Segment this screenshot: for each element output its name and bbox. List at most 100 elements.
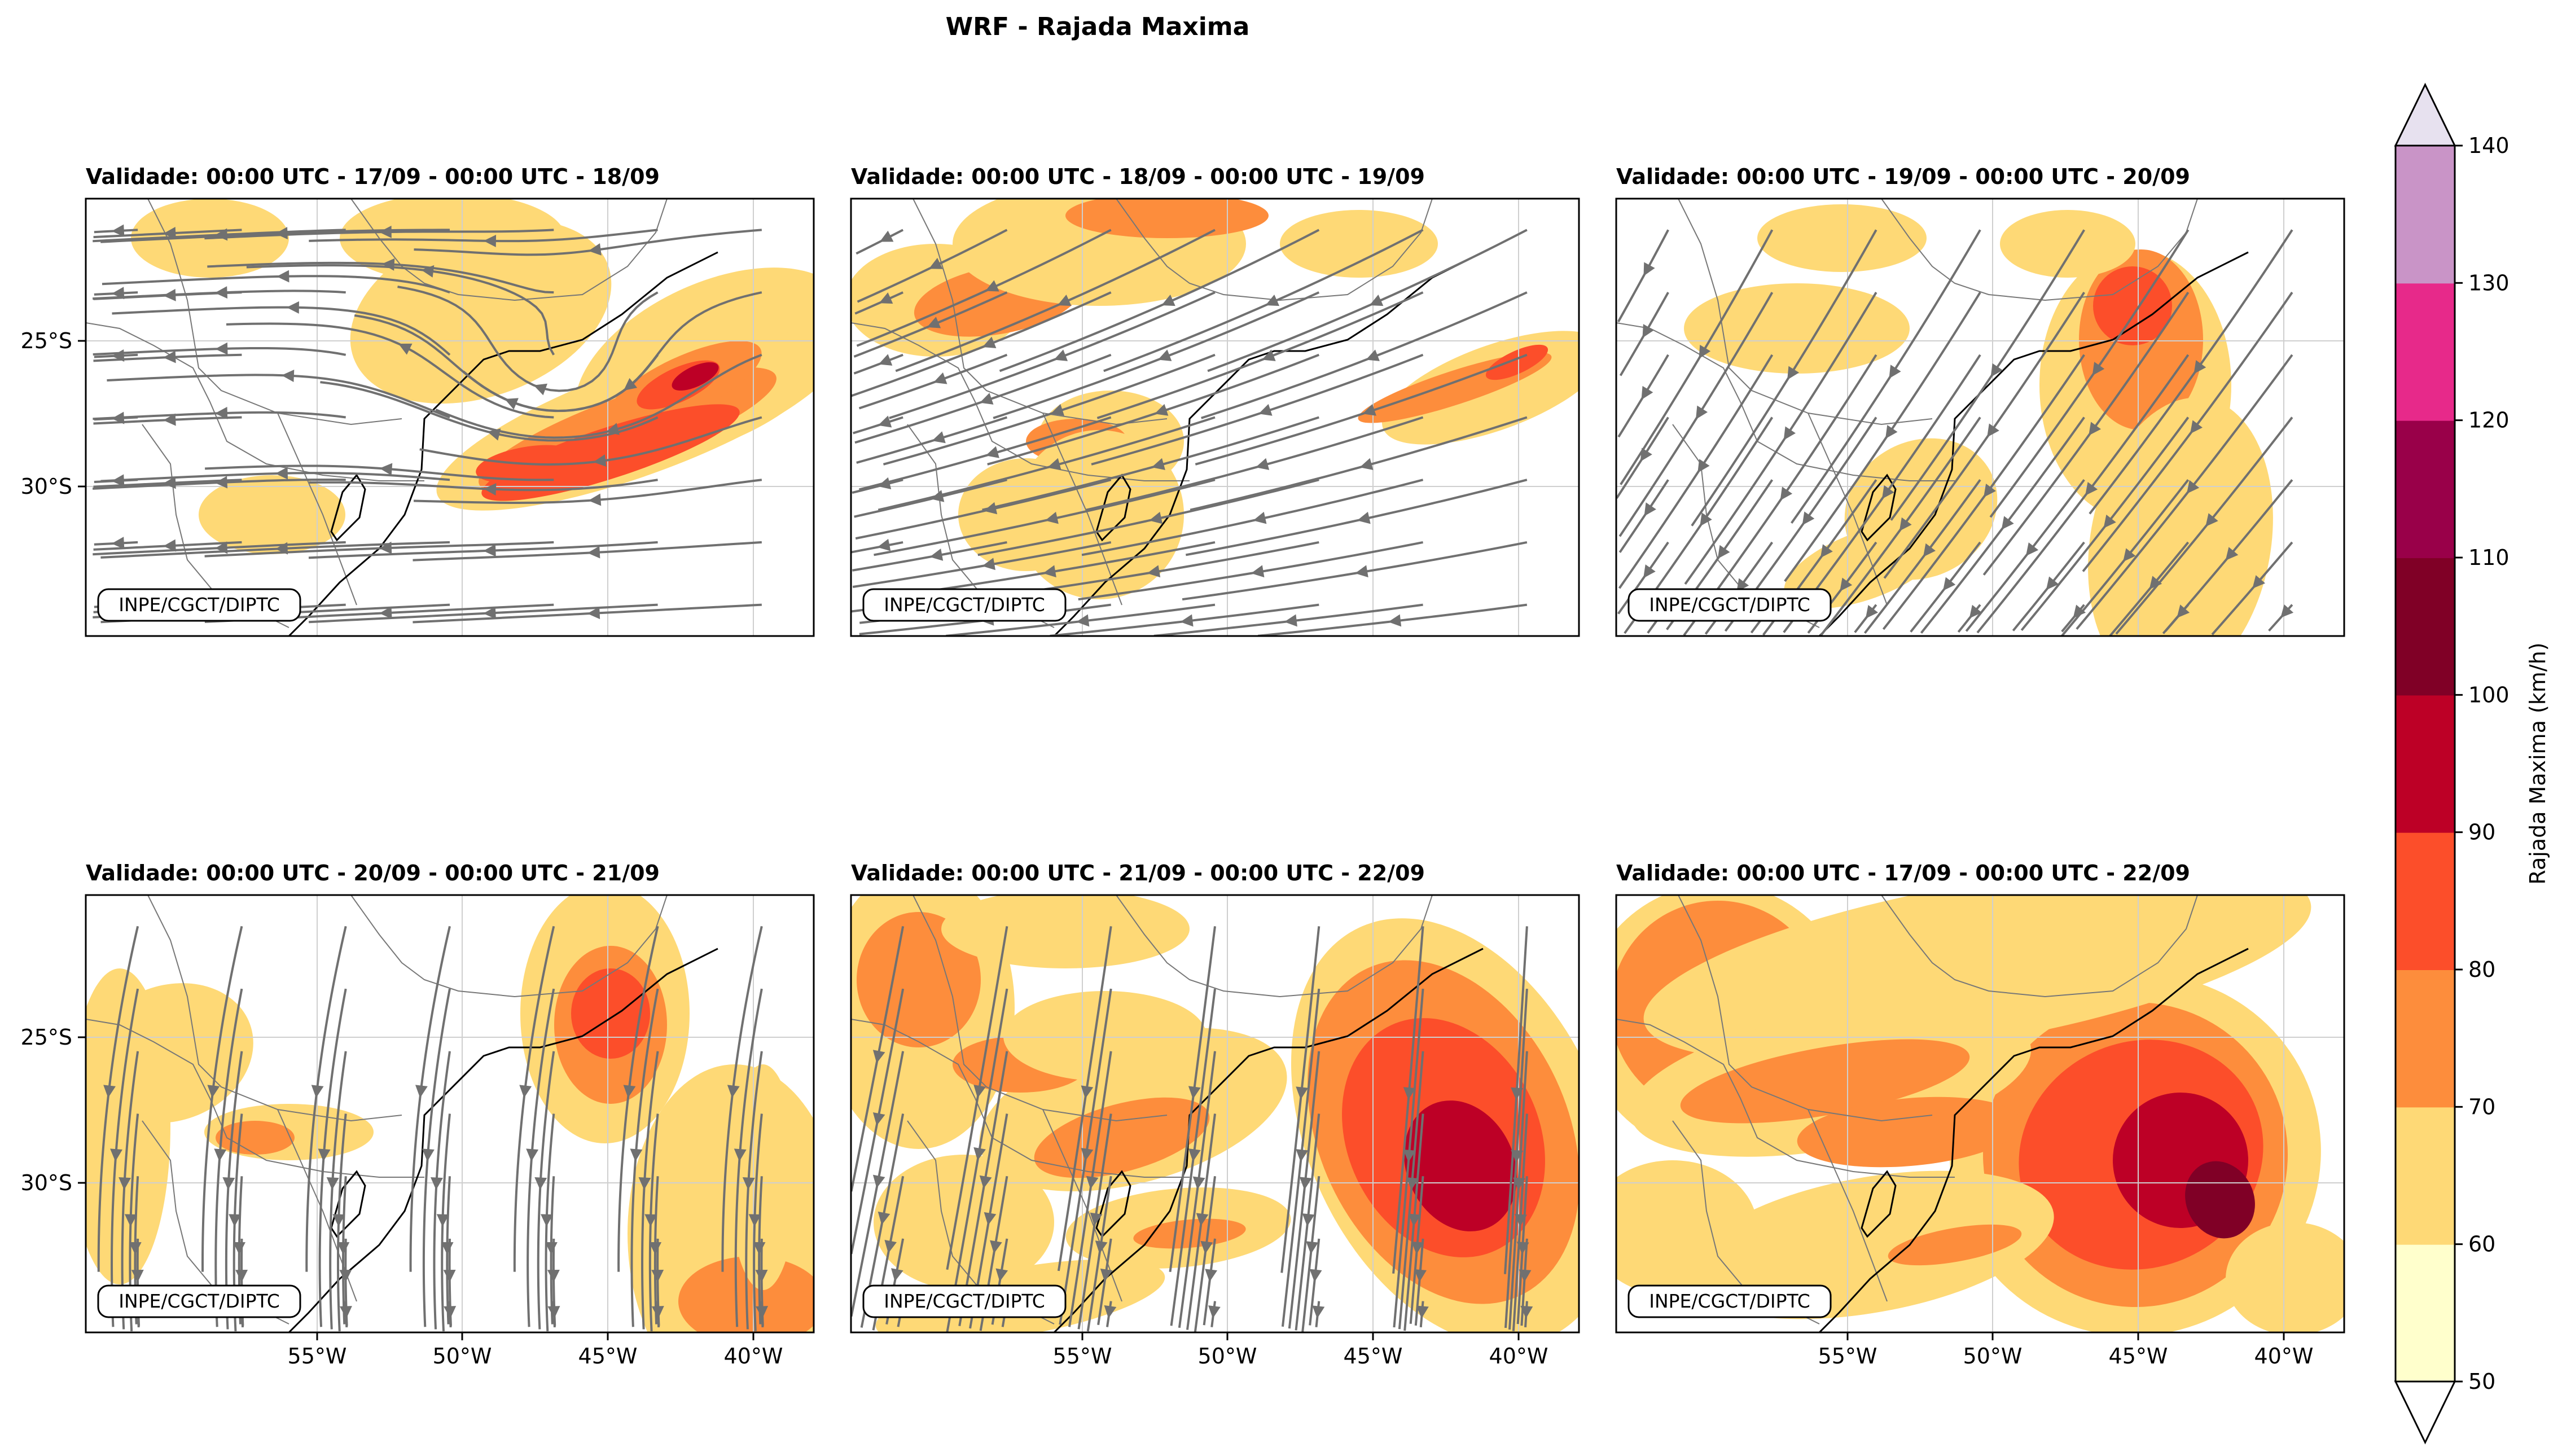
state-border <box>350 199 668 301</box>
streamline <box>946 926 1008 1270</box>
streamline <box>537 1051 555 1330</box>
streamline <box>1617 229 1669 323</box>
streamline-arrow <box>623 1085 636 1098</box>
streamline <box>204 229 554 240</box>
streamline-arrow <box>1161 294 1175 306</box>
gust-contour <box>199 475 345 554</box>
map-panel: Validade: 00:00 UTC - 18/09 - 00:00 UTC … <box>850 164 1580 637</box>
streamline-arrow <box>979 1175 992 1189</box>
streamline-arrow <box>110 1148 123 1162</box>
streamline <box>858 353 1008 410</box>
gust-contour <box>1616 1160 1757 1296</box>
streamline <box>1784 292 1981 582</box>
colorbar-segment <box>2396 283 2455 421</box>
state-border <box>86 322 424 481</box>
streamline-arrow <box>879 230 894 242</box>
streamline-arrow <box>339 1270 352 1283</box>
streamline <box>2109 541 2190 636</box>
streamline <box>889 291 1216 419</box>
streamline-arrow <box>1885 425 1898 439</box>
streamline-arrow <box>379 225 392 238</box>
state-border <box>147 895 402 1122</box>
streamline-arrow <box>630 1148 643 1162</box>
streamline <box>246 264 555 356</box>
colorbar-segment <box>2396 970 2455 1108</box>
streamlines <box>93 224 762 624</box>
streamline-arrow <box>1104 1305 1117 1319</box>
gust-contour <box>1757 204 1927 272</box>
state-border <box>1616 322 1955 481</box>
watermark-text: INPE/CGCT/DIPTC <box>119 1290 280 1312</box>
streamline-arrow <box>756 1306 769 1319</box>
streamline <box>1618 354 1774 589</box>
streamline-arrow <box>214 406 228 419</box>
streamline <box>856 229 1112 347</box>
lagoon <box>330 473 366 542</box>
streamline-arrow <box>124 1214 137 1227</box>
gust-contour <box>1065 199 1269 238</box>
state-border <box>913 199 1168 426</box>
streamline-arrow <box>872 1174 885 1189</box>
state-border <box>1881 895 2198 998</box>
streamline-arrow <box>229 1214 242 1227</box>
panel-frame <box>850 198 1580 637</box>
streamline-arrow <box>1641 385 1653 400</box>
gust-contour <box>672 362 719 391</box>
panel-frame <box>85 198 815 637</box>
streamline-arrow <box>1100 1268 1113 1282</box>
streamline-arrow <box>1780 486 1793 501</box>
streamline-arrow <box>443 1270 456 1283</box>
streamline-arrow <box>2205 513 2218 527</box>
streamline-arrow <box>980 393 994 405</box>
streamline-arrow <box>1081 1148 1094 1161</box>
panel-frame <box>85 894 815 1334</box>
streamline-arrow <box>1640 448 1652 462</box>
streamline-arrow <box>163 350 176 363</box>
streamline <box>121 1051 139 1330</box>
streamline-arrow <box>103 1085 116 1098</box>
streamline-arrow <box>1787 366 1800 380</box>
streamline-arrow <box>1200 1240 1213 1255</box>
y-tick-label: 25°S <box>21 1025 72 1050</box>
streamline-arrow <box>2046 576 2059 590</box>
streamline-arrow <box>2073 604 2086 619</box>
streamline-arrow <box>483 483 497 496</box>
streamline <box>1178 1051 1216 1328</box>
streamline <box>226 322 554 419</box>
watermark: INPE/CGCT/DIPTC <box>1627 588 1832 622</box>
streamline-arrow <box>275 227 288 240</box>
streamline-arrow <box>398 343 413 355</box>
streamline-arrow <box>2186 480 2200 494</box>
y-tick-label: 30°S <box>21 474 72 499</box>
gust-contour <box>1888 1224 2022 1266</box>
coastline <box>288 251 718 636</box>
streamline-arrow <box>2252 575 2266 589</box>
streamline-arrow <box>1147 565 1161 578</box>
streamline-arrow <box>878 415 892 428</box>
watermark: INPE/CGCT/DIPTC <box>862 1284 1067 1318</box>
streamline-arrow <box>1296 1086 1309 1100</box>
x-tick-label: 45°W <box>578 1344 638 1369</box>
x-tick-label: 55°W <box>1053 1344 1112 1369</box>
streamline-arrow <box>2194 360 2206 374</box>
streamline <box>858 416 1112 491</box>
streamline-arrow <box>1180 614 1194 627</box>
gust-contour <box>1684 283 1910 374</box>
streamline-arrow <box>872 1050 885 1063</box>
watermark: INPE/CGCT/DIPTC <box>1627 1284 1832 1318</box>
streamline <box>1169 926 1216 1273</box>
streamline-arrow <box>588 493 602 506</box>
streamline-arrow <box>1045 511 1059 524</box>
streamline-arrow <box>131 1270 144 1283</box>
streamline <box>853 416 903 435</box>
streamline-arrow <box>163 476 176 489</box>
gust-contour <box>1034 1097 1210 1178</box>
colorbar-segment <box>2396 695 2455 833</box>
streamline <box>946 988 1008 1332</box>
streamline-arrow <box>1820 544 1833 558</box>
y-tick-label: 30°S <box>21 1170 72 1195</box>
streamline-arrow <box>878 354 893 366</box>
streamline <box>305 926 347 1272</box>
streamline-arrow <box>891 1268 903 1282</box>
gust-contour <box>2185 1161 2255 1239</box>
